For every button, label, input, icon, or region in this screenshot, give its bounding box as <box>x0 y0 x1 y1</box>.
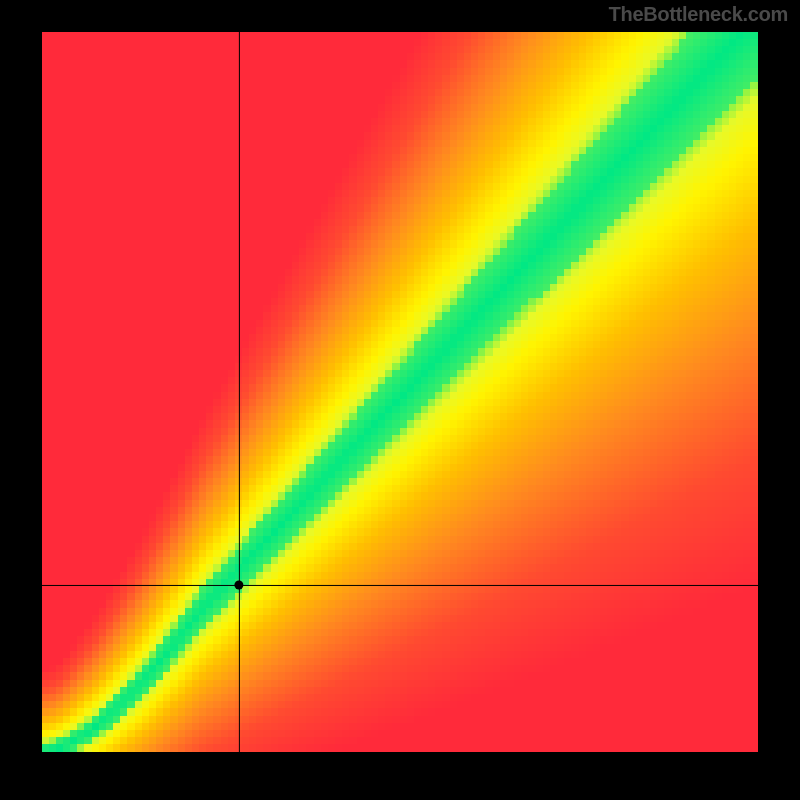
figure-container: TheBottleneck.com <box>0 0 800 800</box>
heatmap-plot <box>42 32 758 752</box>
heatmap-canvas <box>42 32 758 752</box>
attribution-label: TheBottleneck.com <box>609 4 788 27</box>
